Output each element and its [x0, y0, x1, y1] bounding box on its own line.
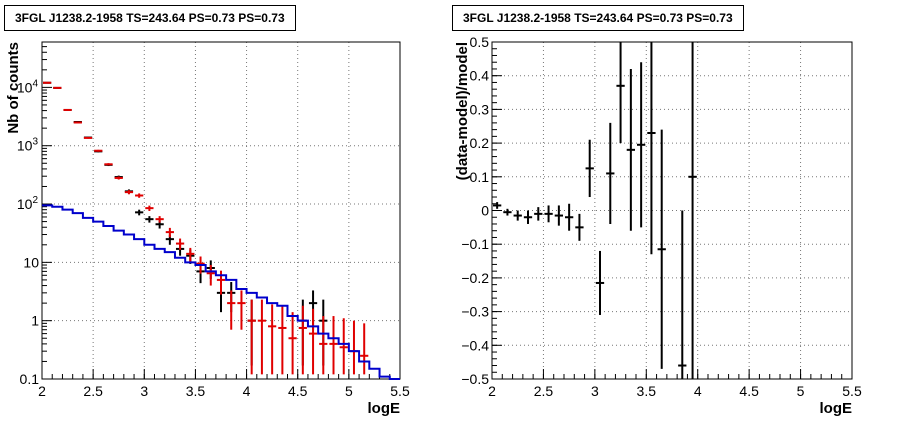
x-tick-label: 5.5: [842, 383, 862, 399]
residuals-panel: 2 2.5 3 3.5 4 4.5 5 5.5 −0.5 −0.4 −0.3 −0.2 −0.1 0 0.1…: [454, 34, 862, 417]
y-axis-title: Nb of counts: [5, 42, 22, 134]
x-tick-label: 3.5: [186, 383, 206, 399]
x-tick-label: 4: [694, 383, 702, 399]
y-tick-label: 0.2: [470, 135, 490, 151]
plot-frame: [491, 41, 853, 380]
chart-title-right: 3FGL J1238.2-1958 TS=243.64 PS=0.73 PS=0…: [452, 5, 744, 31]
x-tick-label: 2: [488, 383, 496, 399]
x-axis-title: logE: [820, 400, 853, 417]
y-tick-label: −0.5: [461, 371, 489, 387]
y-tick-label: 0.1: [470, 169, 490, 185]
x-tick-label: 2.5: [534, 383, 554, 399]
y-tick-label: −0.1: [461, 236, 489, 252]
y-tick-label: −0.4: [461, 337, 489, 353]
x-tick-label: 3: [140, 383, 148, 399]
x-tick-label: 2.5: [83, 383, 103, 399]
x-tick-label: 4.5: [288, 383, 308, 399]
y-tick-label: 1: [31, 313, 39, 329]
y-tick-label: 0.1: [20, 371, 40, 387]
y-tick-label: 103: [17, 137, 39, 154]
x-tick-label: 3.5: [637, 383, 657, 399]
y-tick-label: 102: [17, 195, 39, 212]
x-axis-title: logE: [368, 400, 401, 417]
y-tick-label: 10: [23, 254, 39, 270]
y-axis-title: (data-model)/model: [454, 42, 471, 180]
x-tick-label: 5: [345, 383, 353, 399]
y-tick-label: 0.5: [470, 34, 490, 50]
x-tick-label: 4: [243, 383, 251, 399]
x-tick-label: 2: [38, 383, 46, 399]
y-tick-label: −0.3: [461, 304, 489, 320]
x-tick-label: 5: [797, 383, 805, 399]
x-tick-label: 4.5: [739, 383, 759, 399]
spectrum-counts-panel: 2 2.5 3 3.5 4 4.5 5 5.5 0.1 1 10 102 103 104 logE Nb of…: [5, 41, 410, 417]
y-tick-label: 0.3: [470, 101, 490, 117]
plot-frame: [41, 41, 401, 380]
chart-title-left: 3FGL J1238.2-1958 TS=243.64 PS=0.73 PS=0…: [4, 5, 296, 31]
y-tick-label: 0: [481, 203, 489, 219]
x-tick-label: 5.5: [390, 383, 410, 399]
x-tick-label: 3: [591, 383, 599, 399]
y-tick-label: 104: [17, 78, 39, 95]
model-step-line: [42, 204, 400, 380]
y-tick-label: 0.4: [470, 68, 490, 84]
y-tick-label: −0.2: [461, 270, 489, 286]
